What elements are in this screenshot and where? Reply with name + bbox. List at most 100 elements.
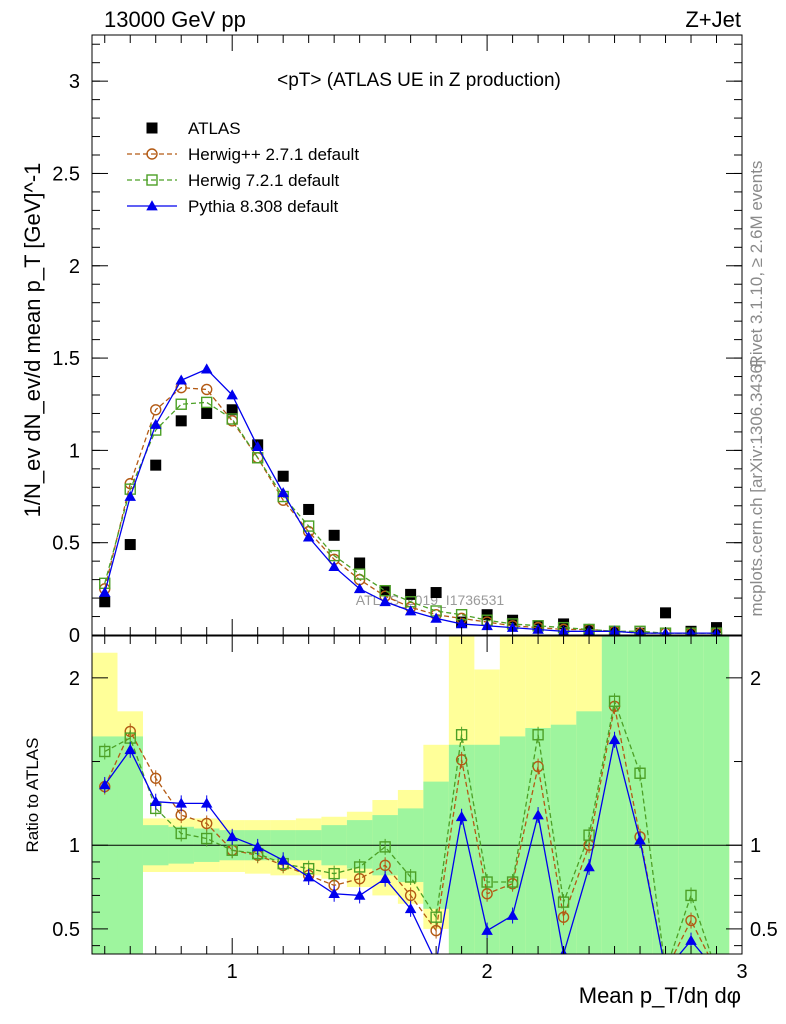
ratio-panel-frame — [91, 635, 743, 955]
ratio-y-tick-label: 2 — [69, 668, 80, 690]
ratio-point-pythia-8-308-default — [353, 889, 366, 900]
point-herwig-2-7-1-default — [150, 404, 162, 416]
ratio-y-axis-label: Ratio to ATLAS — [23, 738, 42, 853]
ratio-point-pythia-8-308-default — [583, 861, 595, 872]
ratio-point-herwig-7-2-1-default — [328, 867, 340, 880]
legend-marker — [146, 148, 158, 160]
ratio-point-pythia-8-308-default — [481, 924, 493, 935]
ratio-point-herwig-7-2-1-default — [379, 841, 391, 853]
ratio-point-pythia-8-308-default — [277, 854, 289, 865]
ratio-point-herwig-2-7-1-default — [685, 914, 697, 927]
main-panel-frame — [91, 34, 743, 636]
point-pythia-8-308-default — [404, 605, 417, 616]
ratio-point-pythia-8-308-default — [634, 834, 646, 845]
ratio-point-pythia-8-308-default — [379, 872, 391, 883]
point-atlas — [328, 529, 340, 541]
point-atlas — [277, 470, 289, 482]
legend-marker — [146, 200, 158, 211]
point-pythia-8-308-default — [200, 363, 213, 374]
ratio-point-herwig-2-7-1-default — [150, 772, 162, 784]
point-pythia-8-308-default — [251, 440, 264, 452]
x-tick-label: 2 — [482, 961, 493, 983]
ratio-point-herwig-7-2-1-default — [557, 896, 570, 908]
point-pythia-8-308-default — [379, 596, 391, 607]
ratio-point-pythia-8-308-default — [685, 934, 697, 945]
x-tick-label: 3 — [736, 961, 747, 983]
ratio-point-herwig-7-2-1-default — [226, 844, 238, 856]
point-herwig-7-2-1-default — [175, 398, 187, 410]
point-pythia-8-308-default — [226, 389, 238, 400]
ratio-point-pythia-8-308-default — [608, 734, 621, 745]
ratio-point-pythia-8-308-default — [328, 887, 340, 899]
ratio-y-tick-label-right: 0.5 — [750, 919, 778, 941]
ratio-point-pythia-8-308-default — [98, 779, 111, 790]
x-tick-label: 1 — [227, 961, 238, 983]
point-herwig-7-2-1-default — [328, 549, 340, 562]
ratio-point-pythia-8-308-default — [200, 797, 213, 808]
ratio-point-herwig-2-7-1-default — [404, 889, 417, 902]
point-pythia-8-308-default — [430, 612, 442, 623]
point-atlas — [226, 404, 238, 416]
ratio-point-herwig-2-7-1-default — [379, 859, 391, 871]
y-tick-label: 3 — [69, 71, 80, 93]
ratio-point-herwig-2-7-1-default — [557, 911, 570, 923]
header-energy-label: 13000 GeV pp — [104, 7, 246, 32]
ratio-point-pythia-8-308-default — [532, 809, 544, 820]
point-atlas — [354, 557, 366, 569]
ratio-point-herwig-7-2-1-default — [685, 889, 697, 902]
uncertainty-band-inner — [627, 636, 653, 954]
ratio-point-pythia-8-308-default — [149, 795, 162, 807]
point-atlas — [660, 607, 672, 619]
point-atlas — [430, 587, 442, 599]
watermark-label: ATLAS_2019_I1736531 — [356, 592, 505, 608]
ratio-y-tick-label: 1 — [69, 835, 80, 857]
point-herwig-7-2-1-default — [634, 625, 646, 635]
ratio-point-herwig-7-2-1-default — [455, 729, 468, 741]
point-pythia-8-308-default — [328, 560, 340, 572]
uncertainty-band-inner — [601, 636, 628, 954]
legend-marker — [146, 174, 158, 186]
y-tick-label: 0.5 — [52, 533, 80, 555]
y-axis-label: 1/N_ev dN_ev/d mean p_T [GeV]^-1 — [20, 163, 45, 518]
ratio-point-herwig-7-2-1-default — [430, 911, 442, 923]
point-herwig-7-2-1-default — [353, 568, 366, 580]
legend-label: Pythia 8.308 default — [188, 197, 339, 216]
uncertainty-band-inner — [652, 636, 679, 954]
main-panel: ATLAS_2019_I1736531 0 0.5 1 1.5 2 2.5 3 <pT> (… — [52, 34, 743, 647]
ratio-point-herwig-2-7-1-default — [201, 817, 213, 830]
ratio-point-pythia-8-308-default — [175, 797, 187, 808]
point-atlas — [124, 539, 136, 551]
legend: ATLAS Herwig++ 2.7.1 default Herwig 7.2.1 … — [127, 119, 359, 216]
y-tick-label: 1.5 — [52, 348, 80, 370]
point-pythia-8-308-default — [175, 374, 187, 385]
ratio-point-pythia-8-308-default — [302, 871, 315, 882]
ratio-y-tick-label: 0.5 — [52, 919, 80, 941]
ratio-point-herwig-7-2-1-default — [532, 729, 544, 741]
ratio-point-herwig-2-7-1-default — [455, 754, 468, 766]
point-herwig-7-2-1-default — [226, 413, 238, 425]
ratio-point-pythia-8-308-default — [455, 811, 468, 822]
uncertainty-band-inner — [678, 636, 704, 954]
ratio-point-herwig-7-2-1-default — [201, 832, 213, 845]
point-atlas — [99, 596, 111, 608]
mcplots-url-label: mcplots.cern.ch [arXiv:1306.3436] — [747, 359, 766, 616]
ratio-point-herwig-7-2-1-default — [353, 861, 366, 873]
legend-label: ATLAS — [188, 119, 241, 138]
uncertainty-band-inner — [703, 636, 730, 954]
y-tick-label: 1 — [69, 440, 80, 462]
y-tick-label: 2.5 — [52, 163, 80, 185]
ratio-y-tick-label-right: 2 — [750, 668, 761, 690]
main-plot-title: <pT> (ATLAS UE in Z production) — [277, 70, 561, 91]
ratio-point-pythia-8-308-default — [404, 903, 417, 914]
point-pythia-8-308-default — [455, 618, 468, 629]
point-herwig-7-2-1-default — [379, 584, 391, 597]
ratio-point-herwig-7-2-1-default — [583, 829, 595, 841]
point-herwig-7-2-1-default — [251, 452, 264, 464]
point-herwig-7-2-1-default — [201, 396, 213, 409]
header-process-label: Z+Jet — [685, 7, 741, 32]
point-herwig-2-7-1-default — [201, 383, 213, 396]
rivet-version-label: Rivet 3.1.10, ≥ 2.6M events — [747, 161, 766, 368]
ratio-point-pythia-8-308-default — [226, 831, 238, 842]
ratio-point-herwig-7-2-1-default — [481, 876, 493, 888]
